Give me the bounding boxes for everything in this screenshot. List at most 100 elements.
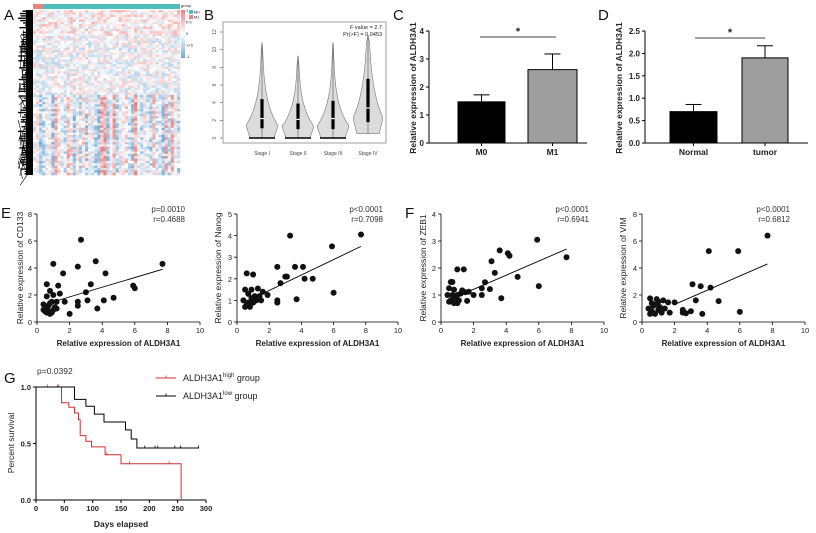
heatmap-cell (170, 78, 175, 82)
dendrogram-branch (20, 121, 27, 139)
heatmap-cell (63, 123, 67, 126)
heatmap-cell (158, 19, 162, 23)
heatmap-cell (97, 101, 101, 105)
heatmap-cell (176, 101, 181, 105)
heatmap-cell (131, 19, 135, 23)
heatmap-cell (118, 142, 123, 145)
heatmap-cell (149, 149, 153, 152)
heatmap-cell (167, 153, 172, 157)
heatmap-cell (36, 137, 40, 140)
heatmap-cell (72, 21, 77, 25)
heatmap-cell (109, 80, 113, 84)
heatmap-cell (173, 54, 178, 58)
heatmap-cell (51, 172, 55, 176)
heatmap-cell (60, 31, 64, 34)
heatmap-cell (75, 158, 80, 162)
heatmap-cell (124, 97, 129, 100)
heatmap-cell (140, 40, 144, 44)
heatmap-cell (42, 31, 46, 34)
heatmap-cell (88, 116, 92, 119)
heatmap-cell (82, 153, 86, 157)
heatmap-cell (124, 149, 129, 152)
heatmap-cell (137, 156, 141, 159)
heatmap-cell (39, 50, 43, 53)
heatmap-cell (118, 38, 123, 41)
heatmap-cell (100, 24, 104, 27)
heatmap-cell (94, 87, 98, 91)
heatmap-cell (100, 146, 104, 150)
heatmap-cell (48, 130, 52, 133)
heatmap-cell (143, 24, 147, 27)
heatmap-cell (103, 73, 107, 77)
heatmap-cell (124, 85, 129, 89)
violin-median (331, 117, 335, 120)
heatmap-cell (78, 57, 83, 60)
heatmap-cell (33, 146, 37, 150)
heatmap-cell (45, 139, 49, 143)
heatmap-cell (124, 111, 129, 115)
heatmap-cell (173, 38, 178, 41)
heatmap-cell (152, 94, 156, 98)
heatmap-cell (63, 38, 67, 41)
heatmap-cell (78, 54, 83, 58)
heatmap-cell (161, 109, 165, 112)
heatmap-cell (134, 170, 138, 173)
heatmap-cell (51, 10, 55, 13)
heatmap-cell (121, 54, 126, 58)
heatmap-cell (170, 99, 175, 103)
heatmap-cell (88, 151, 92, 155)
y-tick-label: 0 (432, 318, 436, 327)
heatmap-cell (75, 127, 80, 131)
legend-swatch-m0 (189, 10, 193, 14)
heatmap-cell (42, 125, 46, 129)
heatmap-cell (66, 139, 71, 143)
heatmap-cell (127, 73, 132, 77)
heatmap-cell (115, 118, 120, 122)
heatmap-cell (167, 106, 172, 110)
heatmap-cell (170, 116, 175, 119)
heatmap-cell (149, 33, 153, 37)
heatmap-cell (161, 153, 165, 157)
heatmap-cell (131, 73, 135, 77)
heatmap-cell (45, 24, 49, 27)
heatmap-cell (45, 99, 49, 103)
heatmap-cell (100, 163, 104, 166)
y-tick-label: 5 (228, 210, 232, 219)
heatmap-cell (121, 83, 126, 86)
heatmap-cell (140, 10, 144, 13)
heatmap-cell (100, 130, 104, 133)
heatmap-cell (158, 64, 162, 67)
heatmap-cell (100, 109, 104, 112)
p-value-label: p<0.0001 (349, 205, 383, 214)
heatmap-cell (149, 118, 153, 122)
heatmap-cell (118, 43, 123, 46)
heatmap-cell (103, 83, 107, 86)
heatmap-cell (109, 153, 113, 157)
heatmap-cell (127, 153, 132, 157)
heatmap-cell (140, 99, 144, 103)
heatmap-cell (45, 83, 49, 86)
heatmap-cell (173, 12, 178, 16)
heatmap-cell (121, 158, 126, 162)
heatmap-cell (121, 101, 126, 105)
heatmap-cell (118, 156, 123, 159)
heatmap-cell (158, 97, 162, 100)
heatmap-cell (72, 47, 77, 51)
heatmap-cell (134, 14, 138, 18)
heatmap-cell (167, 113, 172, 117)
heatmap-cell (161, 118, 165, 122)
heatmap-cell (112, 52, 116, 56)
heatmap-cell (48, 163, 52, 166)
heatmap-cell (36, 139, 40, 143)
heatmap-cell (173, 149, 178, 152)
heatmap-cell (115, 139, 120, 143)
heatmap-cell (112, 24, 116, 27)
heatmap-cell (36, 113, 40, 117)
heatmap-cell (106, 97, 110, 100)
heatmap-cell (124, 38, 129, 41)
heatmap-cell (33, 163, 37, 166)
heatmap-cell (39, 19, 43, 23)
heatmap-cell (39, 144, 43, 148)
heatmap-cell (42, 156, 46, 159)
heatmap-cell (167, 104, 172, 107)
